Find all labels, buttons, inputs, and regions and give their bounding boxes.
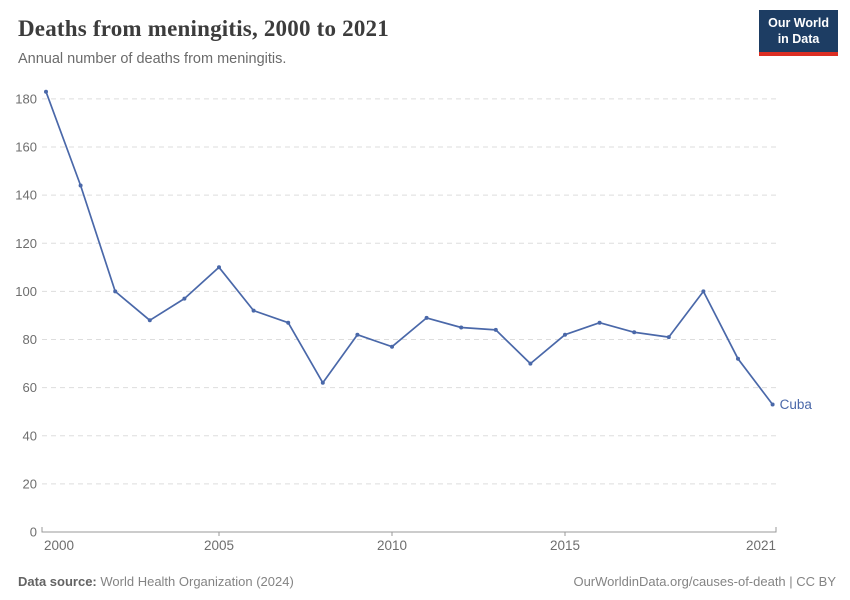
owid-logo-line2: in Data [777,31,820,46]
y-tick-label: 20 [23,476,37,491]
x-tick-label: 2015 [550,538,580,553]
page-title: Deaths from meningitis, 2000 to 2021 [18,16,389,41]
series-label: Cuba [780,397,813,412]
data-source-value: World Health Organization (2024) [100,574,294,589]
data-point [147,318,152,323]
data-point [113,289,118,294]
y-tick-label: 40 [23,428,37,443]
x-tick-label: 2021 [746,538,776,553]
data-point [390,344,394,349]
x-tick-label: 2010 [377,538,407,553]
data-point [424,315,429,320]
y-tick-label: 180 [15,91,37,106]
data-point [459,325,464,330]
data-point [632,330,637,335]
data-source-label: Data source: [18,574,97,589]
data-point [355,332,360,337]
data-point [493,327,498,332]
chart-subtitle: Annual number of deaths from meningitis. [18,51,287,67]
data-point [563,332,567,337]
data-point [320,380,325,385]
y-tick-label: 100 [15,284,37,299]
y-tick-label: 60 [23,380,37,395]
chart-footer: Data source: World Health Organization (… [18,574,836,589]
data-point [770,402,775,407]
y-tick-label: 160 [15,140,37,155]
x-axis-line [41,527,777,533]
data-line-cuba [45,90,774,406]
data-source: Data source: World Health Organization (… [18,574,294,589]
data-point [44,89,48,94]
data-point [701,289,706,294]
owid-logo-line1: Our World [768,16,829,30]
y-tick-label: 80 [23,332,37,347]
y-tick-label: 0 [30,525,37,540]
owid-logo[interactable]: Our World in Data [759,10,838,57]
chart-header: Deaths from meningitis, 2000 to 2021 Ann… [0,0,850,67]
data-point [286,320,291,325]
data-point [217,265,221,270]
data-point [597,320,602,325]
data-point [666,335,671,340]
y-tick-label: 140 [15,188,37,203]
y-tick-label: 120 [15,236,37,251]
owid-credit-link[interactable]: OurWorldinData.org/causes-of-death | CC … [573,574,836,589]
data-point [78,183,83,188]
x-tick-label: 2005 [204,538,234,553]
data-point [251,308,256,313]
x-tick-label: 2000 [44,538,74,553]
data-point [528,361,533,366]
data-point [736,356,740,361]
data-point [182,296,187,301]
